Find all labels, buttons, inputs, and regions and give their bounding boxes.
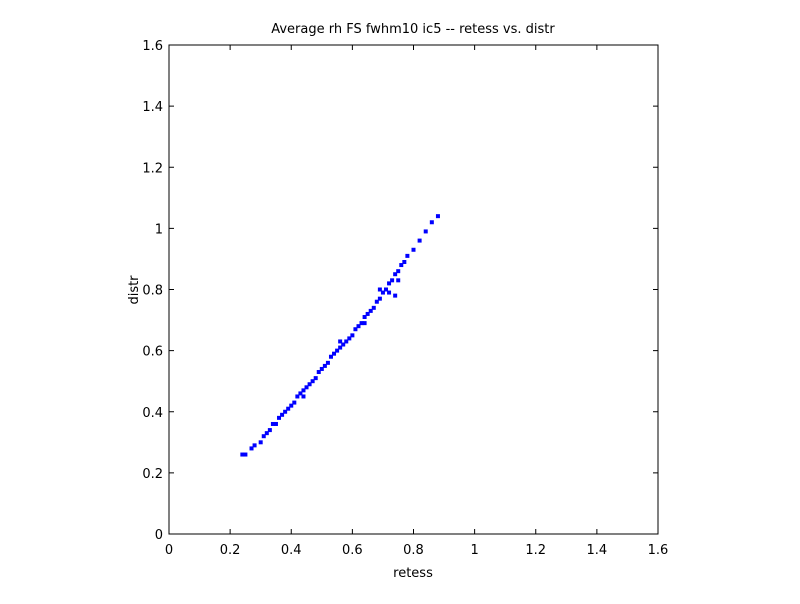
plot-frame (168, 44, 659, 535)
point (368, 308, 373, 313)
point (383, 287, 388, 292)
point (353, 327, 358, 332)
x-tick-label: 0.8 (403, 543, 424, 558)
point (316, 370, 321, 375)
point (267, 428, 272, 433)
point (341, 342, 346, 347)
x-tick-label: 0.6 (342, 543, 363, 558)
chart-title: Average rh FS fwhm10 ic5 -- retess vs. d… (271, 22, 555, 37)
point (273, 421, 278, 426)
x-tick-label: 1.4 (587, 543, 608, 558)
point (298, 391, 303, 396)
point (387, 281, 392, 286)
y-tick-label: 1 (155, 222, 163, 237)
point (417, 238, 422, 243)
point (264, 431, 269, 436)
x-tick-label: 1.6 (648, 543, 669, 558)
point (258, 440, 263, 445)
point (377, 287, 382, 292)
y-tick-label: 0.2 (142, 467, 163, 482)
point (374, 299, 379, 304)
point (365, 311, 370, 316)
x-tick-label: 0.4 (281, 543, 302, 558)
point (325, 360, 330, 365)
y-tick-label: 1.6 (142, 39, 163, 54)
point (344, 339, 349, 344)
y-tick-label: 1.4 (142, 100, 163, 115)
point (396, 278, 401, 283)
point (371, 305, 376, 310)
point (332, 351, 337, 356)
y-tick-label: 1.2 (142, 161, 163, 176)
y-tick-label: 0.6 (142, 345, 163, 360)
point (292, 400, 297, 405)
point (249, 446, 254, 451)
point (313, 376, 318, 381)
point (356, 324, 361, 329)
point (362, 315, 367, 320)
y-tick-label: 0.4 (142, 406, 163, 421)
x-tick-label: 1 (470, 543, 478, 558)
point (390, 278, 395, 283)
point (338, 345, 343, 350)
point (380, 290, 385, 295)
point (252, 443, 257, 448)
point (319, 366, 324, 371)
point (243, 452, 248, 457)
point (402, 259, 407, 264)
point (362, 321, 367, 326)
point (335, 348, 340, 353)
point (304, 385, 309, 390)
x-tick-label: 0 (165, 543, 173, 558)
y-tick-label: 0.8 (142, 284, 163, 299)
y-axis-label: distr (127, 275, 142, 305)
point (261, 434, 266, 439)
point (286, 406, 291, 411)
point (405, 253, 410, 258)
point (435, 214, 440, 219)
point (338, 339, 343, 344)
point (396, 269, 401, 274)
point (429, 220, 434, 225)
point (411, 247, 416, 252)
point (393, 272, 398, 277)
x-tick-label: 1.2 (525, 543, 546, 558)
point (289, 403, 294, 408)
point (399, 263, 404, 268)
point (270, 421, 275, 426)
point (240, 452, 245, 457)
point (322, 363, 327, 368)
point (423, 229, 428, 234)
point (301, 388, 306, 393)
x-tick-label: 0.2 (220, 543, 241, 558)
x-axis-label: retess (393, 566, 433, 581)
point (307, 382, 312, 387)
point (277, 415, 282, 420)
point (347, 336, 352, 341)
point (280, 412, 285, 417)
point (387, 290, 392, 295)
point (393, 293, 398, 298)
point (359, 321, 364, 326)
point (295, 394, 300, 399)
point (377, 296, 382, 301)
point (301, 394, 306, 399)
point (350, 333, 355, 338)
point (328, 354, 333, 359)
y-tick-label: 0 (155, 528, 163, 543)
point (283, 409, 288, 414)
point (310, 379, 315, 384)
